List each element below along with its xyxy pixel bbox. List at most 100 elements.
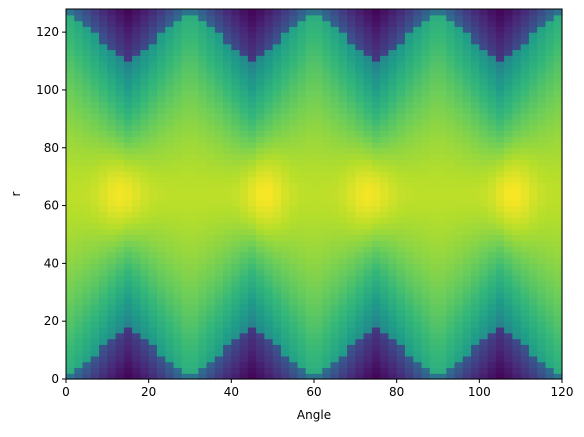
heatmap-cell (115, 118, 125, 126)
heatmap-cell (537, 101, 547, 108)
heatmap-cell (74, 124, 84, 132)
heatmap-cell (239, 246, 249, 253)
heatmap-cell (297, 350, 307, 357)
heatmap-cell (115, 89, 125, 97)
heatmap-cell (504, 211, 513, 218)
heatmap-cell (438, 130, 447, 137)
heatmap-cell (322, 280, 332, 288)
heatmap-cell (90, 205, 100, 212)
heatmap-cell (223, 26, 232, 33)
heatmap-cell (322, 269, 332, 276)
heatmap-cell (214, 280, 224, 288)
heatmap-cell (512, 280, 522, 288)
heatmap-cell (173, 338, 183, 345)
heatmap-cell (413, 124, 423, 132)
heatmap-cell (264, 263, 274, 270)
heatmap-cell (396, 338, 406, 345)
heatmap-cell (446, 55, 456, 62)
heatmap-cell (429, 303, 439, 311)
heatmap-cell (528, 332, 538, 340)
heatmap-cell (545, 66, 555, 74)
heatmap-cell (66, 66, 75, 74)
heatmap-cell (165, 107, 175, 114)
heatmap-cell (471, 332, 480, 340)
heatmap-cell (545, 72, 555, 79)
heatmap-cell (173, 326, 183, 334)
heatmap-cell (380, 355, 389, 363)
heatmap-cell (446, 257, 456, 264)
heatmap-cell (297, 298, 307, 305)
heatmap-cell (66, 332, 75, 340)
heatmap-cell (462, 72, 472, 79)
heatmap-cell (330, 153, 340, 160)
heatmap-cell (404, 211, 414, 218)
heatmap-cell (223, 84, 232, 91)
heatmap-cell (528, 14, 538, 22)
heatmap-cell (90, 217, 100, 224)
heatmap-cell (537, 373, 547, 380)
heatmap-cell (115, 37, 125, 45)
heatmap-cell (338, 292, 348, 299)
heatmap-cell (462, 78, 472, 85)
heatmap-cell (140, 188, 150, 195)
heatmap-cell (66, 350, 75, 357)
heatmap-cell (165, 269, 175, 276)
heatmap-cell (330, 373, 340, 380)
heatmap-cell (553, 182, 563, 189)
heatmap-cell (355, 257, 365, 264)
heatmap-cell (380, 113, 389, 120)
heatmap-cell (264, 95, 274, 103)
heatmap-cell (247, 199, 257, 207)
heatmap-cell (355, 49, 365, 56)
heatmap-cell (132, 165, 141, 172)
heatmap-cell (446, 286, 456, 293)
heatmap-cell (545, 303, 555, 311)
heatmap-cell (446, 141, 456, 149)
heatmap-cell (107, 263, 117, 270)
heatmap-cell (198, 43, 208, 51)
heatmap-cell (66, 84, 75, 91)
heatmap-cell (206, 159, 216, 166)
heatmap-cell (264, 373, 274, 380)
heatmap-cell (429, 355, 439, 363)
heatmap-cell (413, 165, 423, 172)
heatmap-cell (289, 251, 299, 259)
heatmap-cell (115, 309, 125, 317)
heatmap-cell (479, 350, 489, 357)
heatmap-cell (305, 20, 315, 27)
heatmap-cell (239, 309, 249, 317)
heatmap-cell (256, 355, 265, 363)
heatmap-cell (363, 217, 373, 224)
heatmap-cell (123, 124, 133, 132)
heatmap-cell (462, 274, 472, 282)
heatmap-cell (223, 263, 232, 270)
heatmap-cell (537, 367, 547, 374)
heatmap-cell (90, 182, 100, 189)
heatmap-cell (115, 141, 125, 149)
heatmap-cell (537, 55, 547, 62)
heatmap-cell (198, 263, 208, 270)
heatmap-cell (148, 338, 158, 345)
heatmap-cell (247, 61, 257, 68)
heatmap-cell (115, 165, 125, 172)
heatmap-cell (471, 338, 480, 345)
heatmap-cell (214, 49, 224, 56)
heatmap-cell (165, 176, 175, 184)
heatmap-cell (355, 361, 365, 369)
heatmap-cell (247, 188, 257, 195)
heatmap-cell (198, 367, 208, 374)
heatmap-cell (82, 228, 92, 236)
heatmap-cell (413, 159, 423, 166)
heatmap-cell (512, 141, 522, 149)
heatmap-cell (272, 344, 282, 351)
heatmap-cell (454, 176, 464, 184)
heatmap-cell (297, 20, 307, 27)
heatmap-cell (413, 9, 423, 16)
heatmap-cell (454, 350, 464, 357)
heatmap-cell (123, 118, 133, 126)
heatmap-cell (297, 303, 307, 311)
heatmap-cell (181, 257, 191, 264)
heatmap-cell (314, 188, 323, 195)
heatmap-cell (545, 26, 555, 33)
heatmap-cell (487, 326, 497, 334)
